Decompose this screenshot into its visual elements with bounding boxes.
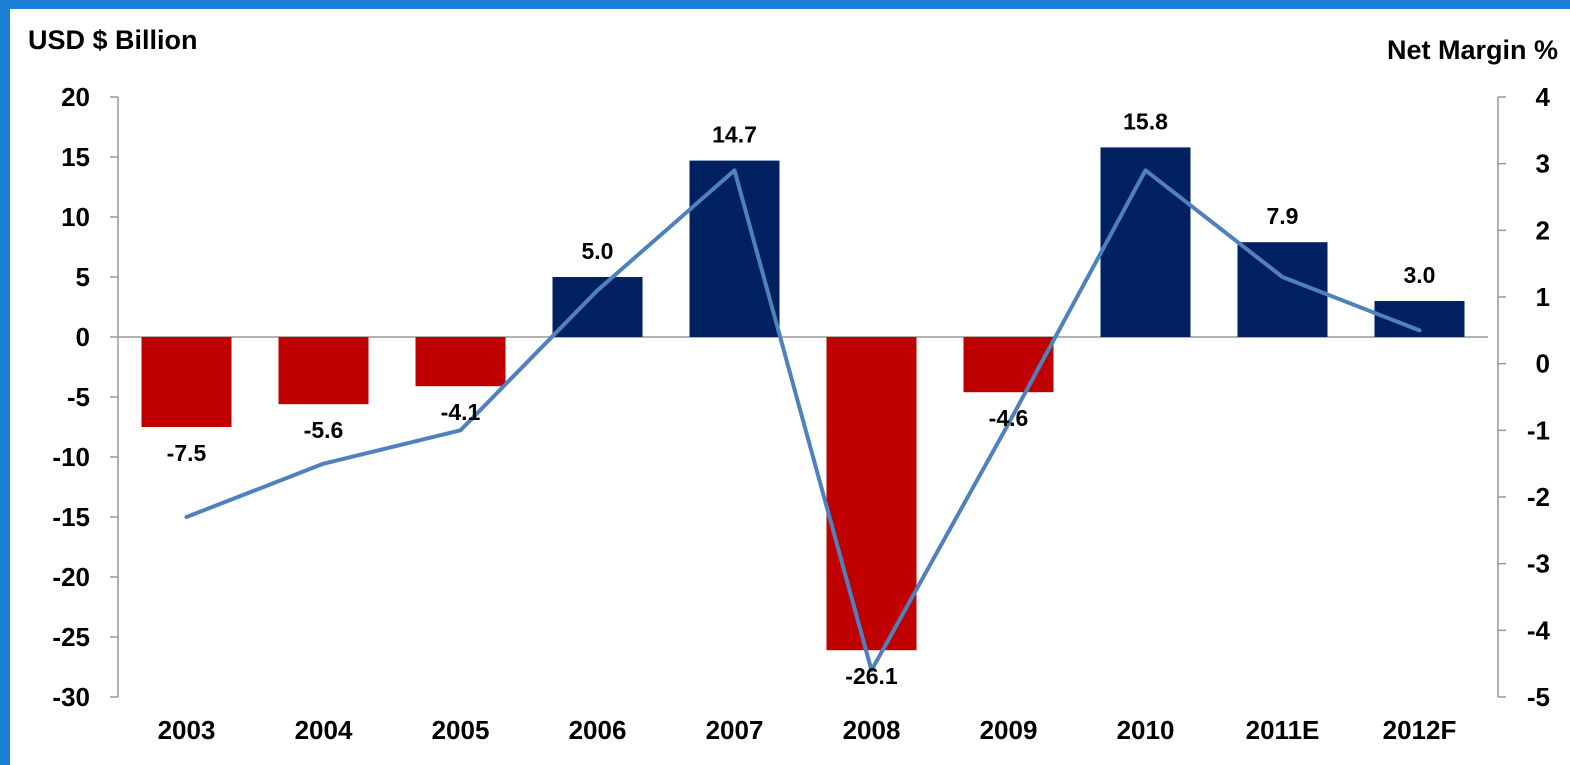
bar-value-label: 15.8 xyxy=(1123,108,1168,134)
left-tick-label: 0 xyxy=(76,322,90,352)
net-margin-line xyxy=(184,168,1422,673)
category-label: 2004 xyxy=(295,715,353,745)
right-tick-label: -2 xyxy=(1527,482,1550,512)
bar-2008 xyxy=(826,337,917,651)
bar-value-label: -4.1 xyxy=(441,399,481,425)
right-tick-label: -4 xyxy=(1527,615,1551,645)
category-label: 2007 xyxy=(706,715,764,745)
right-tick-label: -3 xyxy=(1527,549,1550,579)
category-labels: 2003 2004 2005 2006 2007 2008 2009 2010 2011E 201… xyxy=(158,715,1457,745)
left-tick-label: -15 xyxy=(52,502,90,532)
chart-panel: USD $ Billion Net Margin % 20 15 10 5 0 -5 -10… xyxy=(10,9,1570,765)
category-label: 2009 xyxy=(980,715,1038,745)
category-label: 2006 xyxy=(569,715,627,745)
bar-value-label: 14.7 xyxy=(712,122,757,148)
data-labels: -7.5 -5.6 -4.1 5.0 14.7 -26.1 -4.6 15.8 7.9 3.0 xyxy=(167,108,1436,689)
bar-value-label: -7.5 xyxy=(167,440,207,466)
left-tick-label: 20 xyxy=(61,82,90,112)
bar-2003 xyxy=(141,337,232,427)
category-label: 2005 xyxy=(432,715,490,745)
left-tick-label: -5 xyxy=(67,382,90,412)
category-label: 2012F xyxy=(1383,715,1457,745)
right-tick-label: 0 xyxy=(1536,349,1550,379)
bar-value-label: -4.6 xyxy=(989,405,1029,431)
bar-line-chart: USD $ Billion Net Margin % 20151050-5-10… xyxy=(28,25,1558,745)
category-label: 2011E xyxy=(1246,715,1320,745)
bar-value-label: -26.1 xyxy=(845,663,898,689)
left-tick-label: 5 xyxy=(76,262,90,292)
right-tick-label: 2 xyxy=(1536,215,1550,245)
bar-2007 xyxy=(689,160,780,337)
category-label: 2010 xyxy=(1117,715,1175,745)
bar-2005 xyxy=(415,337,506,387)
bar-2010 xyxy=(1100,147,1191,337)
bar-2004 xyxy=(278,337,369,405)
right-tick-label: -1 xyxy=(1527,415,1550,445)
category-label: 2003 xyxy=(158,715,216,745)
right-tick-label: 3 xyxy=(1536,149,1550,179)
left-tick-label: -30 xyxy=(52,682,90,712)
margin-line-layer xyxy=(184,168,1422,673)
left-tick-label: 15 xyxy=(61,142,90,172)
right-tick-label: 1 xyxy=(1536,282,1550,312)
bar-value-label: 3.0 xyxy=(1404,262,1436,288)
bar-2006 xyxy=(552,277,643,337)
left-tick-label: 10 xyxy=(61,202,90,232)
left-axis-title: USD $ Billion xyxy=(28,25,198,55)
right-tick-label: 4 xyxy=(1536,82,1551,112)
right-tick-label: -5 xyxy=(1527,682,1550,712)
bar-value-label: 7.9 xyxy=(1267,203,1299,229)
right-axis-title: Net Margin % xyxy=(1387,35,1558,65)
left-tick-label: -25 xyxy=(52,622,90,652)
bar-value-label: 5.0 xyxy=(582,238,614,264)
bar-value-label: -5.6 xyxy=(304,417,344,443)
left-tick-label: -10 xyxy=(52,442,90,472)
left-tick-label: -20 xyxy=(52,562,90,592)
category-label: 2008 xyxy=(843,715,901,745)
